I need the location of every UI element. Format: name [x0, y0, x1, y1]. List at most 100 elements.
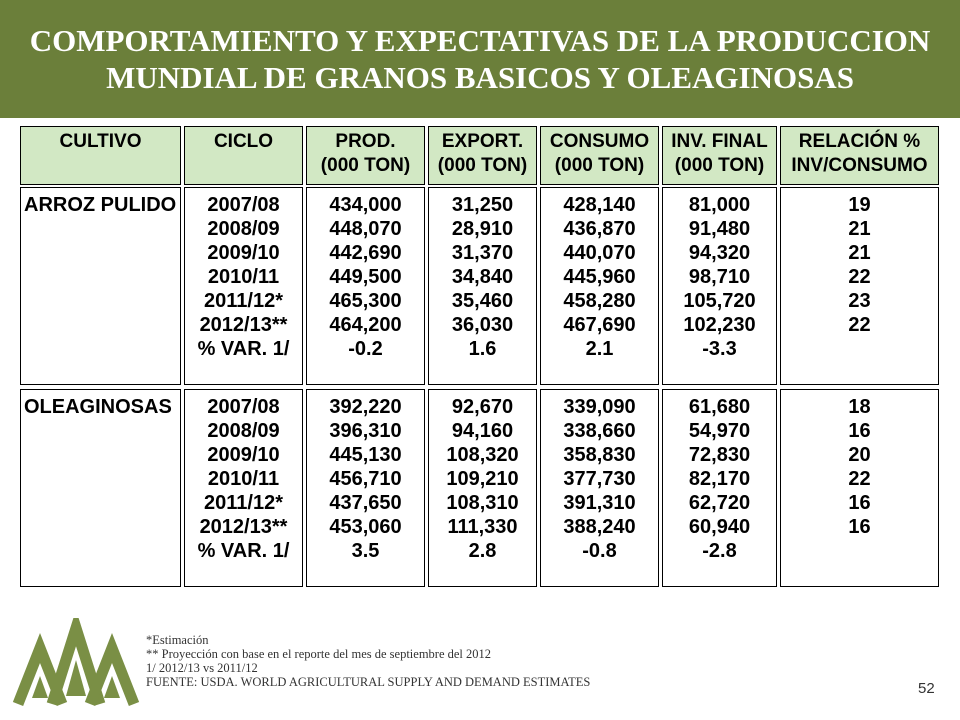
table-value: 2007/08 — [207, 396, 280, 418]
table-cell-group-inv-final: 81,000 91,480 94,320 98,710 105,720 102,230 -3… — [662, 187, 777, 385]
column-header-prod: PROD. (000 TON) — [306, 126, 425, 185]
table-value: 1.6 — [468, 338, 497, 360]
table-value: 465,300 — [329, 290, 402, 312]
table-value: 448,070 — [329, 218, 402, 240]
column-header-line: INV/CONSUMO — [791, 155, 928, 176]
footnote-source: FUENTE: USDA. WORLD AGRICULTURAL SUPPLY … — [146, 675, 591, 689]
table-value: 338,660 — [563, 420, 636, 442]
table-cell-group-ciclo: 2007/08 2008/09 2009/10 2010/11 2011/12* 2012… — [184, 389, 303, 587]
table-value — [781, 539, 938, 563]
table-value: 108,310 — [446, 492, 519, 514]
column-header-line: (000 TON) — [437, 155, 528, 176]
table-value: 442,690 — [329, 242, 402, 264]
title-banner: COMPORTAMIENTO Y EXPECTATIVAS DE LA PROD… — [0, 0, 960, 118]
table-value: 2011/12* — [204, 290, 283, 312]
table-value: 2008/09 — [207, 420, 280, 442]
table-value: 54,970 — [688, 420, 751, 442]
table-value: 21 — [848, 242, 871, 264]
table-cell-group-relacion: 19 21 21 22 23 22 — [780, 187, 939, 385]
table-value: 22 — [848, 468, 871, 490]
table-value: 2010/11 — [207, 468, 280, 490]
column-header-line: (000 TON) — [674, 155, 765, 176]
table-value: 445,960 — [563, 266, 636, 288]
column-header-consumo: CONSUMO (000 TON) — [540, 126, 659, 185]
table-value: 16 — [848, 492, 871, 514]
column-header-ciclo: CICLO — [184, 126, 303, 185]
table-value: 392,220 — [329, 396, 402, 418]
column-header-line: EXPORT. — [441, 131, 524, 152]
table-value: 467,690 — [563, 314, 636, 336]
footnote-variation: 1/ 2012/13 vs 2011/12 — [146, 661, 258, 675]
table-value: 449,500 — [329, 266, 402, 288]
table-value: 396,310 — [329, 420, 402, 442]
column-header-inv-final: INV. FINAL (000 TON) — [662, 126, 777, 185]
table-value: 445,130 — [329, 444, 402, 466]
crop-name: ARROZ PULIDO — [24, 194, 177, 216]
table-value: 16 — [848, 420, 871, 442]
table-cell-group-relacion: 18 16 20 22 16 16 — [780, 389, 939, 587]
table-value: 339,090 — [563, 396, 636, 418]
table-cell-group-cultivo: OLEAGINOSAS — [20, 389, 181, 587]
table-value: 2010/11 — [207, 266, 280, 288]
table-value: 20 — [848, 444, 871, 466]
table-value: 34,840 — [451, 266, 514, 288]
table-value: 72,830 — [688, 444, 751, 466]
table-value: 92,670 — [451, 396, 514, 418]
table-value: 2012/13** — [199, 516, 288, 538]
table-value: 22 — [848, 314, 871, 336]
triple-peak-logo-icon — [12, 618, 140, 707]
table-cell-group-prod: 434,000 448,070 442,690 449,500 465,300 464,2… — [306, 187, 425, 385]
table-value: 21 — [848, 218, 871, 240]
table-value: 23 — [848, 290, 871, 312]
table-value: 456,710 — [329, 468, 402, 490]
table-value: 105,720 — [683, 290, 756, 312]
table-value: 111,330 — [447, 516, 518, 538]
column-header-line: INV. FINAL — [671, 131, 768, 152]
table-cell-group-ciclo: 2007/08 2008/09 2009/10 2010/11 2011/12* 2012… — [184, 187, 303, 385]
table-value: 60,940 — [688, 516, 751, 538]
column-header-line: CULTIVO — [59, 131, 142, 152]
table-value: 388,240 — [563, 516, 636, 538]
table-value: 458,280 — [563, 290, 636, 312]
column-header-export: EXPORT. (000 TON) — [428, 126, 537, 185]
table-value: 22 — [848, 266, 871, 288]
table-value: -3.3 — [702, 338, 737, 360]
table-value: 94,320 — [688, 242, 751, 264]
table-value: 108,320 — [446, 444, 519, 466]
table-value: 2007/08 — [207, 194, 280, 216]
page-title-line-1: COMPORTAMIENTO Y EXPECTATIVAS DE LA PROD… — [29, 23, 931, 58]
table-cell-group-cultivo: ARROZ PULIDO — [20, 187, 181, 385]
column-header-line: (000 TON) — [320, 155, 411, 176]
table-value: 436,870 — [563, 218, 636, 240]
table-value: 36,030 — [451, 314, 514, 336]
table-cell-group-consumo: 428,140 436,870 440,070 445,960 458,280 467,6… — [540, 187, 659, 385]
table-value: -0.2 — [348, 338, 383, 360]
table-value: 102,230 — [683, 314, 756, 336]
table-value: 82,170 — [688, 468, 751, 490]
crop-name: OLEAGINOSAS — [24, 396, 172, 418]
page-title: COMPORTAMIENTO Y EXPECTATIVAS DE LA PROD… — [0, 22, 960, 96]
table-value: % VAR. 1/ — [197, 338, 290, 360]
table-value: 19 — [848, 194, 871, 216]
table-value: 2009/10 — [207, 444, 280, 466]
table-value: 2.8 — [468, 540, 497, 562]
footnote-estimate: *Estimación — [146, 633, 209, 647]
table-value: 391,310 — [563, 492, 636, 514]
table-cell-group-export: 92,670 94,160 108,320 109,210 108,310 111,330… — [428, 389, 537, 587]
table-value: 2008/09 — [207, 218, 280, 240]
table-value: 464,200 — [329, 314, 402, 336]
table-value: 91,480 — [688, 218, 751, 240]
table-value: 81,000 — [688, 194, 751, 216]
footnote-projection: ** Proyección con base en el reporte del… — [146, 647, 492, 661]
table-value: 18 — [848, 396, 871, 418]
table-value: 440,070 — [563, 242, 636, 264]
table-value: 3.5 — [351, 540, 380, 562]
table-value: 2.1 — [585, 338, 614, 360]
table-value: 2009/10 — [207, 242, 280, 264]
table-value: 35,460 — [451, 290, 514, 312]
table-value: 31,370 — [451, 242, 514, 264]
table-value: 16 — [848, 516, 871, 538]
table-value: 434,000 — [329, 194, 402, 216]
table-value: 28,910 — [451, 218, 514, 240]
page-number: 52 — [918, 680, 935, 697]
